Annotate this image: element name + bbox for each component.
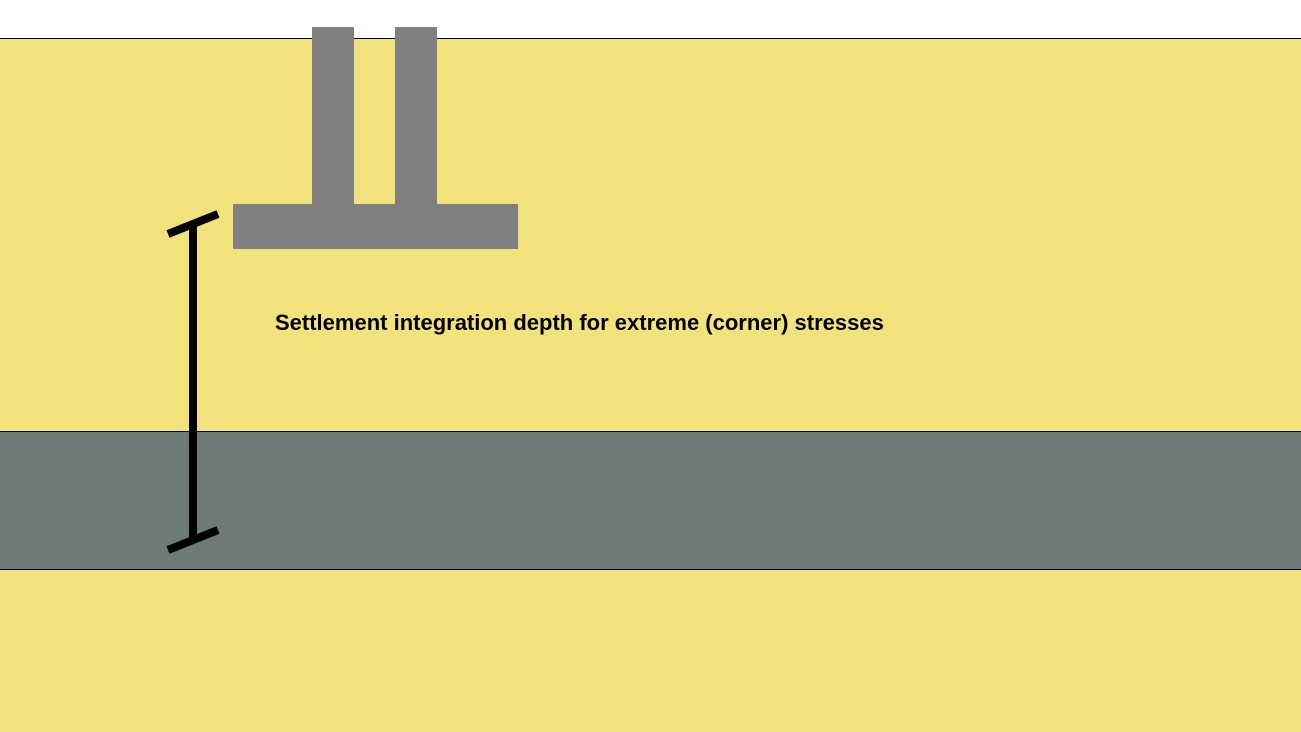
foundation-column-right <box>395 27 437 204</box>
diagram-canvas: Settlement integration depth for extreme… <box>0 0 1301 732</box>
foundation-footing <box>233 204 518 249</box>
settlement-depth-label: Settlement integration depth for extreme… <box>275 310 884 336</box>
ground-surface-line <box>0 38 1301 39</box>
depth-indicator-icon <box>128 184 258 580</box>
foundation-column-left <box>312 27 354 204</box>
soil-layer-bottom <box>0 569 1301 732</box>
